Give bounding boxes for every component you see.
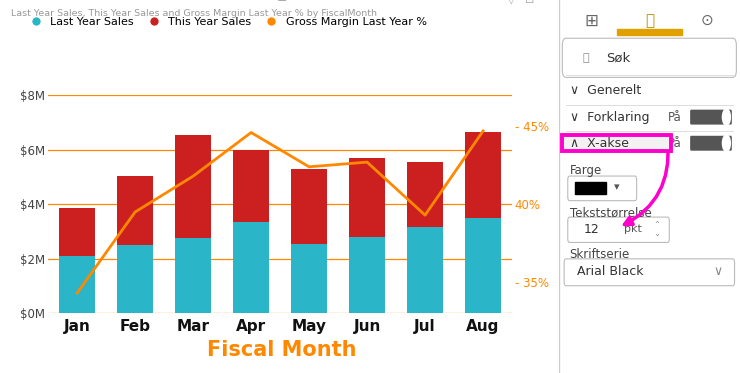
Text: Søk: Søk [606, 51, 630, 64]
Text: ⊡: ⊡ [525, 0, 534, 5]
Bar [407, 228, 443, 313]
Text: Fiscal Month: Fiscal Month [207, 340, 357, 360]
Legend: Last Year Sales, This Year Sales, Gross Margin Last Year %: Last Year Sales, This Year Sales, Gross … [20, 12, 431, 31]
Text: ∨  Generelt: ∨ Generelt [570, 84, 641, 97]
Text: ⊞: ⊞ [585, 12, 598, 29]
FancyBboxPatch shape [562, 38, 736, 77]
Text: 🔍: 🔍 [582, 53, 589, 63]
Text: På: På [667, 111, 682, 123]
Text: pkt: pkt [624, 225, 642, 234]
Text: Arial Black: Arial Black [577, 265, 643, 278]
Circle shape [722, 135, 730, 151]
Text: Farge: Farge [570, 164, 602, 177]
FancyBboxPatch shape [568, 217, 669, 242]
Text: ▾: ▾ [614, 183, 619, 192]
Bar [616, 29, 682, 35]
Bar [175, 238, 211, 313]
Text: ≡: ≡ [277, 0, 287, 5]
Bar [291, 244, 327, 313]
Text: Last Year Sales, This Year Sales and Gross Margin Last Year % by FiscalMonth: Last Year Sales, This Year Sales and Gro… [11, 9, 377, 18]
Text: ▽: ▽ [508, 0, 516, 5]
Bar [233, 222, 269, 313]
Text: Skriftserie: Skriftserie [570, 248, 630, 261]
Text: ⊙: ⊙ [701, 13, 714, 28]
FancyBboxPatch shape [690, 110, 732, 125]
Bar [117, 245, 153, 313]
FancyBboxPatch shape [564, 259, 735, 286]
Text: ···: ··· [541, 0, 555, 5]
Bar [349, 237, 385, 313]
Bar [562, 135, 671, 151]
Text: ⌃
⌄: ⌃ ⌄ [653, 221, 660, 238]
Bar [59, 256, 95, 313]
Bar [117, 176, 153, 245]
FancyBboxPatch shape [568, 176, 636, 201]
Text: 12: 12 [583, 223, 599, 236]
Text: Tekststørrelse: Tekststørrelse [570, 206, 651, 219]
Text: 🖌: 🖌 [645, 13, 654, 28]
Bar [465, 132, 501, 218]
Text: ∧  X-akse: ∧ X-akse [570, 137, 628, 150]
Text: ∨  Forklaring: ∨ Forklaring [570, 111, 649, 123]
Bar [349, 158, 385, 237]
Text: På: På [667, 137, 682, 150]
Bar [233, 150, 269, 222]
Bar [407, 162, 443, 228]
Bar [291, 169, 327, 244]
FancyBboxPatch shape [690, 136, 732, 151]
Bar [175, 135, 211, 238]
Bar [575, 182, 606, 194]
Circle shape [722, 109, 730, 125]
Bar [465, 218, 501, 313]
Bar [59, 208, 95, 256]
Text: ∨: ∨ [713, 265, 723, 278]
